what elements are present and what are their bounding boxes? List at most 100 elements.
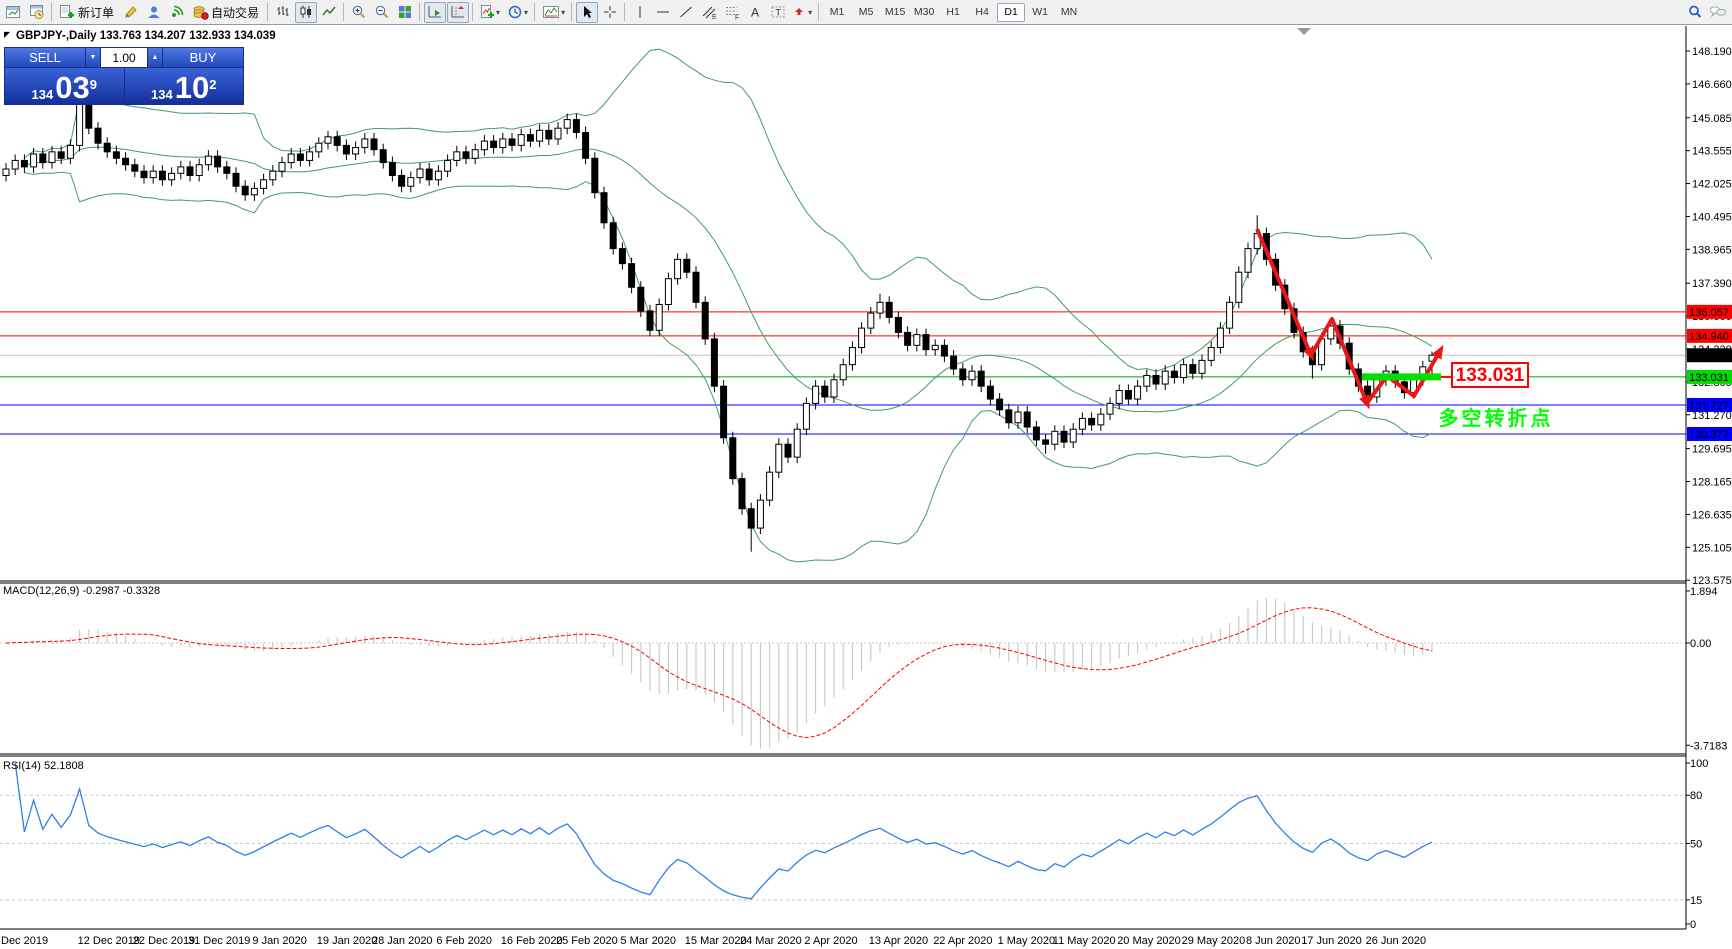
- price-axis[interactable]: 148.190 146.660 145.085 143.555 142.025 140.4…: [0, 26, 1732, 931]
- fibonacci-button[interactable]: F: [721, 2, 743, 23]
- price-tick-label: 123.575: [1692, 575, 1732, 587]
- auto-scroll-icon: [428, 6, 442, 18]
- auto-scroll-button[interactable]: [424, 1, 447, 23]
- signals-button[interactable]: [166, 2, 188, 23]
- date-tick-label: 29 May 2020: [1182, 935, 1246, 947]
- vertical-line-button[interactable]: [629, 2, 651, 23]
- volume-input[interactable]: 1.00: [101, 48, 147, 67]
- date-tick-label: 13 Apr 2020: [869, 935, 928, 947]
- price-badge-label: 134.940: [1689, 331, 1729, 343]
- svg-text:A: A: [751, 6, 759, 20]
- separator: [532, 3, 539, 21]
- separator: [417, 3, 424, 21]
- search-icon: [1689, 5, 1702, 18]
- tile-windows-button[interactable]: [394, 2, 416, 23]
- community-button[interactable]: [143, 2, 165, 23]
- periods-clock-icon: [508, 5, 522, 19]
- indicators-icon: [481, 5, 495, 18]
- arrows-icon: [795, 8, 804, 15]
- indicators-button[interactable]: ▾: [477, 2, 503, 23]
- date-tick-label: 22 Dec 2019: [133, 935, 195, 947]
- trend-arrows[interactable]: [1255, 228, 1444, 410]
- volume-decrease-button[interactable]: ▼: [86, 48, 100, 67]
- macd-tick-label: 1.894: [1690, 586, 1718, 598]
- crosshair-button[interactable]: [599, 2, 621, 23]
- profile-window-button[interactable]: [26, 2, 48, 23]
- chevron-down-icon: ▾: [524, 7, 529, 17]
- tf-h4-button[interactable]: H4: [975, 6, 989, 18]
- chart-shift-button[interactable]: [447, 1, 470, 23]
- macd-tick-label: -3.7183: [1690, 740, 1727, 752]
- macd-pane: [0, 597, 1686, 749]
- buy-price-big: 10: [174, 70, 210, 105]
- volume-increase-button[interactable]: ▲: [148, 48, 162, 67]
- tf-m1-button[interactable]: M1: [829, 6, 845, 18]
- date-tick-label: 19 Jan 2020: [317, 935, 378, 947]
- buy-button[interactable]: BUY: [163, 48, 243, 67]
- chart-title: GBPJPY-,Daily 133.763 134.207 132.933 13…: [16, 30, 276, 42]
- tile-windows-icon: [399, 6, 412, 18]
- equidistant-channel-button[interactable]: E: [698, 2, 720, 23]
- text-label-button[interactable]: T: [767, 2, 789, 23]
- price-note-box[interactable]: [1451, 362, 1529, 388]
- tf-w1-button[interactable]: W1: [1032, 6, 1048, 18]
- annotations-layer: MACD(12,26,9) -0.2987 -0.3328 RSI(14) 52…: [3, 362, 1551, 772]
- tf-h1-button[interactable]: H1: [946, 6, 960, 18]
- tf-mn-button[interactable]: MN: [1060, 6, 1078, 18]
- zoom-out-button[interactable]: [371, 2, 393, 23]
- one-click-trading-panel: SELL ▼ 1.00 ▲ BUY 134 03 9 134 10 2: [4, 47, 244, 105]
- styler-button[interactable]: [120, 2, 142, 23]
- cursor-button[interactable]: [576, 1, 599, 23]
- bar-chart-button[interactable]: [272, 2, 294, 23]
- zoom-in-icon: [352, 5, 366, 19]
- buy-price[interactable]: 134 10 2: [124, 68, 243, 105]
- horizontal-line-icon: [657, 11, 670, 13]
- chart-generated-layer: 148.190 146.660 145.085 143.555 142.025 140.4…: [0, 26, 1732, 947]
- date-tick-label: 25 Feb 2020: [556, 935, 618, 947]
- date-tick-label: 2 Apr 2020: [804, 935, 857, 947]
- candlestick-chart-button[interactable]: [295, 1, 318, 23]
- macd-signal-line: [5, 607, 1433, 739]
- horizontal-line-button[interactable]: [652, 2, 674, 23]
- new-order-button[interactable]: 新订单: [56, 2, 119, 23]
- fibonacci-icon: F: [725, 7, 739, 20]
- tf-m5-button[interactable]: M5: [858, 6, 874, 18]
- sell-price-pip: 9: [89, 77, 97, 92]
- rsi-line: [14, 762, 1433, 900]
- auto-trade-button[interactable]: 自动交易: [189, 2, 264, 23]
- date-tick-label: 17 Jun 2020: [1301, 935, 1362, 947]
- templates-button[interactable]: ▾: [539, 2, 568, 23]
- search-button[interactable]: [1684, 2, 1706, 23]
- spinner-up-icon: ▲: [151, 54, 159, 61]
- chat-button[interactable]: [1707, 2, 1729, 23]
- arrows-button[interactable]: ▾: [790, 2, 815, 23]
- price-tick-label: 137.390: [1692, 278, 1732, 290]
- chart-shift-marker[interactable]: [1297, 28, 1311, 35]
- periods-button[interactable]: ▾: [504, 2, 531, 23]
- spinner-down-icon: ▼: [89, 54, 97, 61]
- macd-tick-label: 0.00: [1690, 638, 1711, 650]
- sell-price-big: 03: [55, 70, 90, 105]
- tf-m15-button[interactable]: M15: [884, 6, 906, 18]
- sell-button[interactable]: SELL: [5, 48, 85, 67]
- rsi-tick-label: 100: [1690, 758, 1708, 770]
- chart-window-button[interactable]: [3, 2, 25, 23]
- trend-line-button[interactable]: [675, 2, 697, 23]
- date-tick-label: 24 Mar 2020: [740, 935, 802, 947]
- zoom-in-button[interactable]: [348, 2, 370, 23]
- date-tick-label: 26 Jun 2020: [1366, 935, 1427, 947]
- trend-line-icon: [680, 6, 692, 18]
- sell-price[interactable]: 134 03 9: [5, 68, 124, 104]
- oneclick-toggle-icon[interactable]: ◤: [4, 30, 11, 39]
- tf-m30-button[interactable]: M30: [913, 6, 935, 18]
- new-order-icon: [60, 5, 74, 18]
- line-chart-button[interactable]: [318, 2, 340, 23]
- text-button[interactable]: A: [744, 2, 766, 23]
- date-tick-label: 28 Jan 2020: [372, 935, 433, 947]
- tf-d1-button[interactable]: D1: [997, 2, 1026, 22]
- price-badge-label: 130.377: [1689, 429, 1729, 441]
- chat-icon: [1710, 6, 1726, 18]
